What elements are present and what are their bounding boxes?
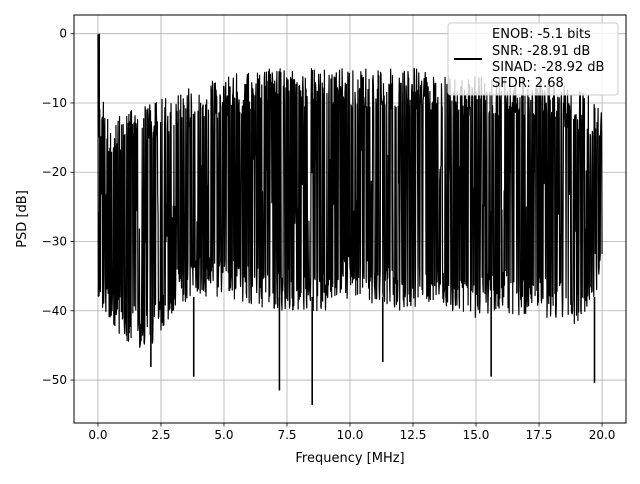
legend-line-sinad: SINAD: -28.92 dB — [492, 60, 604, 75]
x-tick-label: 7.5 — [277, 428, 296, 442]
legend: ENOB: -5.1 bits SNR: -28.91 dB SINAD: -2… — [447, 22, 619, 96]
x-tick-label: 12.5 — [400, 428, 427, 442]
y-tick-label: −10 — [42, 96, 67, 110]
psd-trace — [97, 34, 603, 348]
y-tick-label: −50 — [42, 373, 67, 387]
y-axis-label: PSD [dB] — [15, 190, 30, 248]
x-axis-label: Frequency [MHz] — [295, 451, 404, 466]
legend-line-enob: ENOB: -5.1 bits — [492, 27, 591, 42]
x-tick-label: 15.0 — [463, 428, 490, 442]
x-tick-label: 0.0 — [88, 428, 107, 442]
legend-box — [447, 22, 619, 96]
x-tick-label: 5.0 — [214, 428, 233, 442]
axis-ticks: 0.0 2.5 5.0 7.5 10.0 12.5 15.0 17.5 20.0 0 −10 −20 −… — [42, 27, 616, 442]
y-tick-label: −30 — [42, 235, 67, 249]
legend-line-sfdr: SFDR: 2.68 — [492, 76, 564, 91]
x-tick-label: 20.0 — [589, 428, 616, 442]
x-tick-label: 17.5 — [526, 428, 553, 442]
y-tick-label: 0 — [59, 27, 67, 41]
x-tick-label: 2.5 — [151, 428, 170, 442]
y-tick-label: −40 — [42, 304, 67, 318]
x-tick-label: 10.0 — [337, 428, 364, 442]
plot-area — [97, 33, 603, 405]
legend-line-snr: SNR: -28.91 dB — [492, 44, 590, 59]
y-tick-label: −20 — [42, 165, 67, 179]
